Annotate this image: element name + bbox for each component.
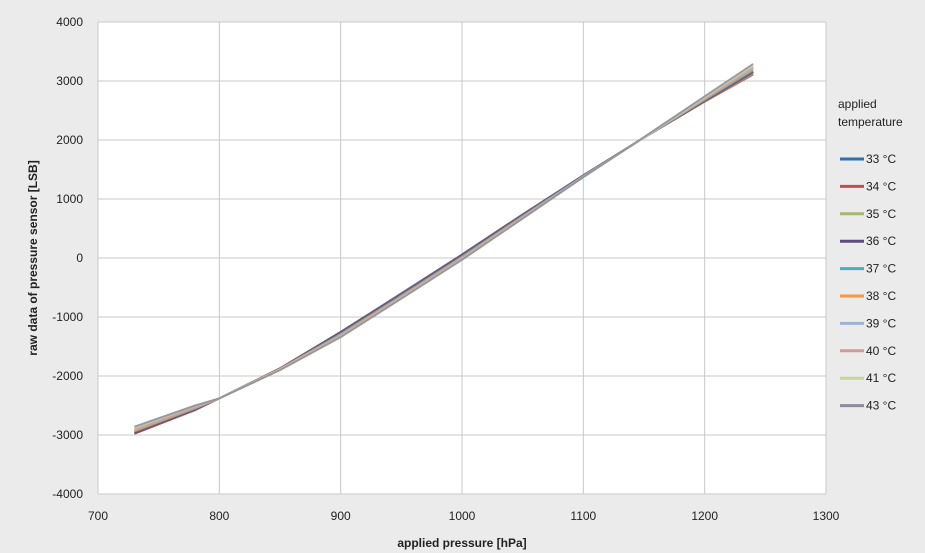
legend-title: applied temperature	[838, 97, 903, 129]
legend-items: 33 °C 34 °C 35 °C 36 °C 37 °C 38 °C 39 °C 40 °C…	[840, 152, 896, 413]
series-line	[134, 63, 754, 428]
legend-label: 37 °C	[866, 262, 896, 276]
legend: applied temperature 33 °C34 °C35 °C36 °C3…	[838, 97, 903, 413]
legend-label: 38 °C	[866, 289, 896, 303]
y-tick-label: 3000	[56, 74, 83, 88]
x-tick-label: 800	[209, 509, 229, 523]
legend-item: 38 °C	[840, 289, 896, 303]
legend-item: 41 °C	[840, 371, 896, 385]
legend-item: 39 °C	[840, 316, 896, 330]
x-tick-label: 1100	[570, 509, 596, 523]
legend-item: 33 °C	[840, 152, 896, 166]
y-tick-label: 1000	[56, 192, 83, 206]
legend-item: 35 °C	[840, 207, 896, 221]
legend-label: 35 °C	[866, 207, 896, 221]
x-axis-title: applied pressure [hPa]	[397, 536, 526, 550]
y-tick-label: 0	[76, 251, 83, 265]
legend-item: 40 °C	[840, 344, 896, 358]
x-tick-label: 900	[331, 509, 351, 523]
x-tick-label: 1000	[449, 509, 476, 523]
y-tick-label: 4000	[56, 15, 83, 29]
legend-item: 43 °C	[840, 399, 896, 413]
legend-item: 36 °C	[840, 234, 896, 248]
series-lines	[134, 63, 754, 435]
legend-label: 34 °C	[866, 179, 896, 193]
legend-label: 36 °C	[866, 234, 896, 248]
legend-label: 39 °C	[866, 316, 896, 330]
x-axis-ticks: 700 800 900 1000 1100 1200 1300	[88, 509, 840, 523]
x-tick-label: 1200	[691, 509, 718, 523]
legend-label: 43 °C	[866, 399, 896, 413]
y-tick-label: -2000	[52, 369, 83, 383]
grid-lines	[97, 21, 827, 495]
legend-item: 34 °C	[840, 179, 896, 193]
y-axis-ticks: -4000 -3000 -2000 -1000 0 1000 2000 3000 4000	[52, 15, 83, 501]
y-tick-label: 2000	[56, 133, 83, 147]
legend-label: 40 °C	[866, 344, 896, 358]
x-tick-label: 1300	[813, 509, 840, 523]
legend-item: 37 °C	[840, 262, 896, 276]
x-tick-label: 700	[88, 509, 108, 523]
y-tick-label: -1000	[52, 310, 83, 324]
y-tick-label: -4000	[52, 487, 83, 501]
y-axis-title: raw data of pressure sensor [LSB]	[26, 160, 40, 355]
legend-label: 33 °C	[866, 152, 896, 166]
y-tick-label: -3000	[52, 428, 83, 442]
legend-label: 41 °C	[866, 371, 896, 385]
